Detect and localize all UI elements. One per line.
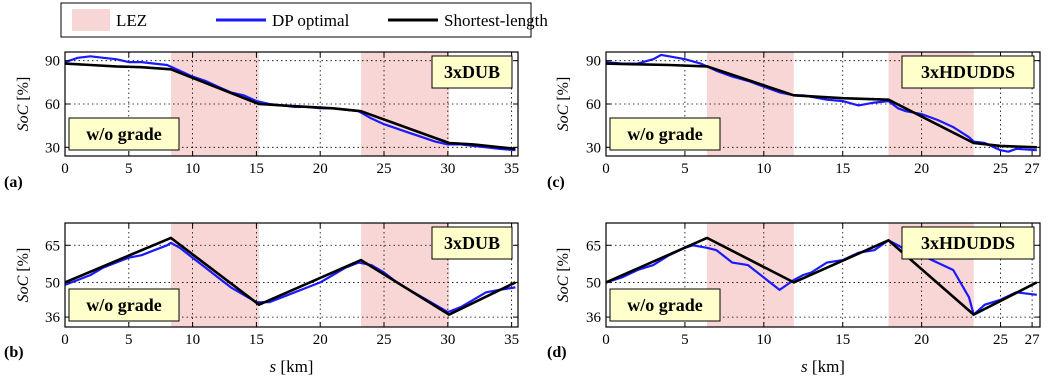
grade-label: w/o grade [86, 295, 162, 315]
y-tick-label: 36 [586, 310, 602, 326]
grade-label: w/o grade [627, 295, 703, 315]
x-tick-label: 15 [835, 161, 850, 177]
grade-label: w/o grade [86, 124, 162, 144]
x-tick-label: 0 [602, 161, 610, 177]
y-tick-label: 65 [45, 238, 60, 254]
legend-box [60, 2, 532, 38]
x-tick-label: 0 [602, 332, 610, 348]
x-tick-label: 0 [61, 332, 69, 348]
grade-box-bg [609, 117, 721, 151]
y-tick-label: 60 [45, 97, 60, 113]
x-tick-label: 5 [125, 161, 133, 177]
cycle-box-bg [901, 55, 1035, 89]
y-tick-label: 50 [586, 275, 601, 291]
legend-label: LEZ [116, 11, 147, 30]
legend-swatch [72, 9, 110, 31]
panel-label: (c) [547, 174, 565, 191]
series-shortest-length [606, 62, 1037, 149]
cycle-label: 3xDUB [444, 62, 500, 82]
y-axis-label: SoC [%] [15, 77, 32, 132]
axes-frame [64, 222, 519, 328]
y-axis-label: SoC [%] [555, 248, 572, 303]
y-axis-label: SoC [%] [15, 248, 32, 303]
y-tick-label: 90 [45, 54, 60, 70]
x-tick-label: 10 [756, 161, 771, 177]
x-tick-label: 10 [756, 332, 771, 348]
x-tick-label: 25 [993, 161, 1008, 177]
cycle-box-bg [901, 226, 1035, 260]
cycle-label: 3xDUB [444, 233, 500, 253]
grade-box-bg [609, 288, 721, 322]
series-shortest-length [65, 62, 516, 151]
series-dp-optimal [606, 53, 1037, 153]
grade-label-box: w/o grade [68, 288, 180, 322]
grade-box-bg [68, 288, 180, 322]
x-tick-label: 15 [249, 332, 264, 348]
chart-panel-3: 0 5 10 15 20 25 27 30 60 90 SoC [%] (c) 3xHDUDDS w/o … [547, 51, 1041, 191]
legend-item: DP optimal [216, 11, 350, 30]
cycle-box-bg [431, 55, 513, 89]
x-tick-label: 10 [185, 332, 200, 348]
legend: LEZ DP optimal Shortest-length [60, 2, 548, 38]
y-tick-label: 65 [586, 238, 601, 254]
x-tick-label: 0 [61, 161, 69, 177]
x-tick-label: 15 [835, 332, 850, 348]
x-tick-label: 5 [681, 332, 689, 348]
chart-panel-4: 0 5 10 15 20 25 27 36 50 65 SoC [%] s [km] (d) 3xHDUD… [547, 222, 1041, 376]
cycle-label: 3xHDUDDS [921, 62, 1015, 82]
x-tick-label: 25 [993, 332, 1008, 348]
y-tick-label: 50 [45, 275, 60, 291]
x-tick-label: 27 [1025, 332, 1041, 348]
legend-label: DP optimal [272, 11, 350, 30]
x-axis-label: s [km] [270, 357, 314, 376]
x-tick-label: 35 [504, 161, 519, 177]
cycle-label-box: 3xHDUDDS [901, 55, 1035, 89]
x-tick-label: 35 [504, 332, 519, 348]
x-tick-label: 27 [1025, 161, 1041, 177]
x-tick-label: 15 [249, 161, 264, 177]
legend-label: Shortest-length [444, 11, 548, 30]
y-tick-label: 30 [45, 140, 60, 156]
y-axis-label: SoC [%] [555, 77, 572, 132]
legend-item: LEZ [72, 9, 147, 31]
grade-label-box: w/o grade [68, 117, 180, 151]
series-shortest-length [65, 236, 516, 316]
x-tick-label: 20 [914, 161, 929, 177]
x-tick-label: 20 [313, 161, 328, 177]
panel-label: (a) [4, 174, 23, 191]
grade-label: w/o grade [627, 124, 703, 144]
cycle-label-box: 3xDUB [431, 55, 513, 89]
x-tick-label: 30 [440, 332, 455, 348]
series-shortest-length [606, 236, 1038, 316]
x-tick-label: 25 [377, 161, 392, 177]
cycle-label: 3xHDUDDS [921, 233, 1015, 253]
grade-label-box: w/o grade [609, 117, 721, 151]
grade-label-box: w/o grade [609, 288, 721, 322]
legend-item: Shortest-length [388, 11, 548, 30]
panel-label: (b) [4, 344, 24, 361]
x-tick-label: 25 [377, 332, 392, 348]
panel-label: (d) [547, 344, 567, 361]
chart-panels: 0 5 10 15 20 25 30 35 30 60 90 SoC [%] (a) 3xDUB w/o g… [4, 51, 1041, 376]
x-tick-label: 30 [440, 161, 455, 177]
chart-panel-2: 0 5 10 15 20 25 30 35 36 50 65 SoC [%] s [km] (b) 3xDU… [4, 222, 519, 376]
chart-panel-1: 0 5 10 15 20 25 30 35 30 60 90 SoC [%] (a) 3xDUB w/o g… [4, 51, 519, 191]
x-tick-label: 5 [125, 332, 133, 348]
y-tick-label: 60 [586, 97, 601, 113]
x-tick-label: 20 [313, 332, 328, 348]
x-tick-label: 20 [914, 332, 929, 348]
y-tick-label: 36 [45, 310, 61, 326]
axes-frame [605, 222, 1041, 328]
y-tick-label: 90 [586, 54, 601, 70]
cycle-label-box: 3xDUB [431, 226, 513, 260]
y-tick-label: 30 [586, 140, 601, 156]
grade-box-bg [68, 117, 180, 151]
cycle-box-bg [431, 226, 513, 260]
x-tick-label: 10 [185, 161, 200, 177]
x-tick-label: 5 [681, 161, 689, 177]
x-axis-label: s [km] [801, 357, 845, 376]
cycle-label-box: 3xHDUDDS [901, 226, 1035, 260]
